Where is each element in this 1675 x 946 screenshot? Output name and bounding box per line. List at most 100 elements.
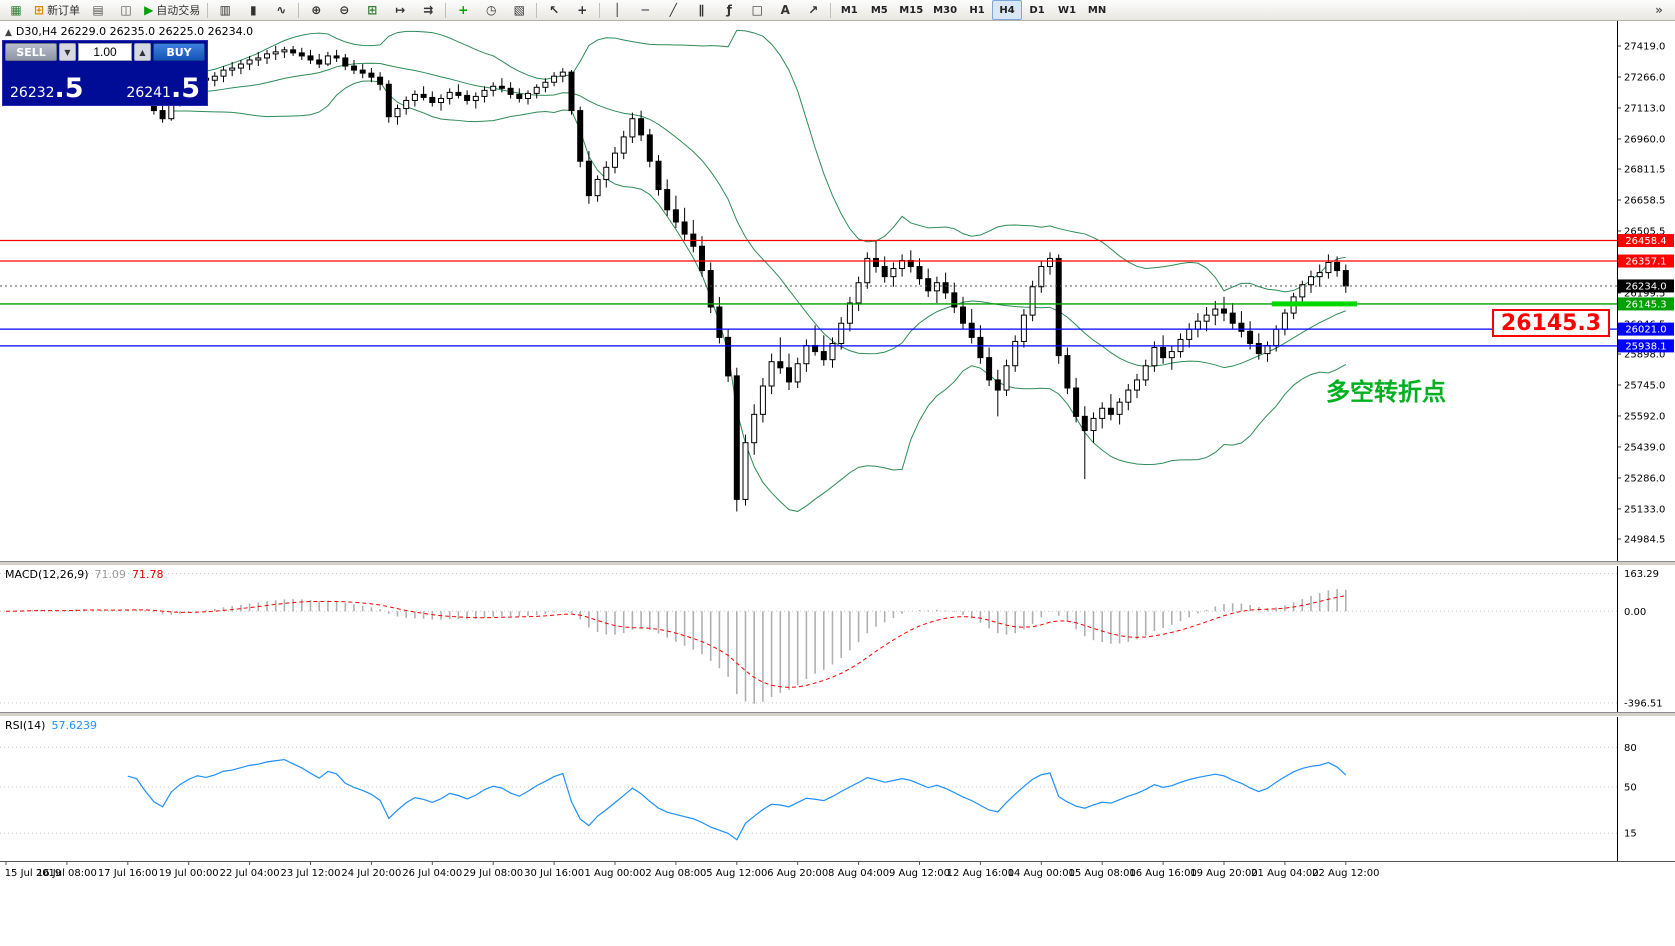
price-line-badge-text: 26021.0 bbox=[1625, 325, 1666, 336]
candle-body bbox=[881, 266, 888, 278]
splitter-macd[interactable] bbox=[0, 561, 1675, 566]
buy-button[interactable]: BUY bbox=[153, 43, 205, 61]
candle-body bbox=[159, 110, 166, 120]
rsi-panel[interactable]: 80 50 15 RSI(14) 57.6239 bbox=[0, 717, 1675, 861]
candlestick-button[interactable]: ▮ bbox=[239, 0, 267, 20]
vertical-line-button[interactable]: │ bbox=[603, 0, 631, 20]
line-icon: ∿ bbox=[276, 3, 287, 17]
shapes-button[interactable]: □ bbox=[743, 0, 771, 20]
price-axis-label: 25286.0 bbox=[1624, 473, 1665, 484]
trendline-button[interactable]: ╱ bbox=[659, 0, 687, 20]
auto-scroll-icon: ↦ bbox=[395, 3, 406, 17]
new-order-button-label: 新订单 bbox=[47, 4, 81, 17]
candle-body bbox=[1047, 257, 1053, 268]
turning-point-label[interactable]: 多空转折点 bbox=[1326, 378, 1446, 406]
candle-body bbox=[1081, 415, 1088, 432]
new-order-button[interactable]: ⊞ 新订单 bbox=[30, 0, 84, 20]
current-price-badge bbox=[1618, 279, 1674, 293]
candle-body bbox=[316, 59, 323, 65]
price-annotation-box[interactable]: 26145.3 bbox=[1492, 309, 1610, 337]
timeframe-h4[interactable]: H4 bbox=[992, 0, 1023, 20]
candle-body bbox=[1229, 312, 1236, 324]
time-axis-label: 5 Aug 12:00 bbox=[706, 868, 767, 879]
candle-body bbox=[890, 268, 897, 278]
rsi-name: RSI(14) bbox=[5, 719, 46, 732]
price-axis-label: 27419.0 bbox=[1624, 42, 1665, 53]
arrows-button[interactable]: ↗ bbox=[799, 0, 827, 20]
candle-body bbox=[1247, 330, 1254, 344]
timeframe-h1[interactable]: H1 bbox=[969, 4, 985, 16]
candle-body bbox=[281, 49, 288, 53]
price-axis-label: 27266.0 bbox=[1624, 72, 1665, 83]
chart-window-button[interactable]: ▦ bbox=[2, 0, 30, 20]
periods-button[interactable]: ◷ bbox=[477, 0, 505, 20]
candle-body bbox=[229, 67, 236, 71]
templates-button[interactable]: ▧ bbox=[505, 0, 533, 20]
timeframe-m5[interactable]: M5 bbox=[870, 4, 888, 16]
candle-body bbox=[420, 93, 427, 98]
rsi-canvas[interactable]: 80 50 15 bbox=[0, 717, 1675, 861]
timeframe-mn[interactable]: MN bbox=[1087, 4, 1107, 16]
zoom-out-button[interactable]: ⊖ bbox=[330, 0, 358, 20]
main-chart-canvas[interactable]: 27419.0 27266.0 27113.0 26960.0 26811.5 26658… bbox=[0, 21, 1675, 561]
candle-body bbox=[707, 270, 714, 308]
buy-price[interactable]: 26241.5 bbox=[126, 75, 200, 102]
candle-body bbox=[1116, 401, 1123, 415]
toolbar-more-button[interactable]: » bbox=[1645, 0, 1673, 20]
timeframe-m1[interactable]: M1 bbox=[840, 4, 858, 16]
time-axis-label: 23 Jul 12:00 bbox=[281, 868, 341, 879]
chart-profiles-button[interactable]: ▤ bbox=[84, 0, 112, 20]
volume-increase-button[interactable]: ▲ bbox=[134, 43, 151, 61]
timeframe-m15[interactable]: M15 bbox=[899, 4, 924, 16]
fibonacci-button[interactable]: ƒ bbox=[715, 0, 743, 20]
timeframe-d1[interactable]: D1 bbox=[1029, 4, 1045, 16]
volume-decrease-button[interactable]: ▼ bbox=[59, 43, 76, 61]
volume-input[interactable] bbox=[78, 43, 132, 61]
candle-body bbox=[803, 344, 810, 365]
horizontal-line-button[interactable]: ─ bbox=[631, 0, 659, 20]
macd-panel[interactable]: 163.29 0.00 -396.51 MACD(12,26,9) 71.09 71.7… bbox=[0, 566, 1675, 712]
crosshair-button[interactable]: + bbox=[568, 0, 596, 20]
main-chart-panel[interactable]: 27419.0 27266.0 27113.0 26960.0 26811.5 26658… bbox=[0, 21, 1675, 561]
auto-scroll-button[interactable]: ↦ bbox=[386, 0, 414, 20]
candle-body bbox=[1107, 407, 1114, 415]
candle-body bbox=[264, 53, 270, 59]
channel-button[interactable]: ∥ bbox=[687, 0, 715, 20]
candle-body bbox=[1334, 261, 1341, 272]
candle-body bbox=[1073, 387, 1080, 417]
line-chart-button[interactable]: ∿ bbox=[267, 0, 295, 20]
candle-body bbox=[629, 118, 636, 138]
zoom-in-button[interactable]: ⊕ bbox=[302, 0, 330, 20]
cursor-button[interactable]: ↖ bbox=[540, 0, 568, 20]
timeframe-w1[interactable]: W1 bbox=[1058, 4, 1077, 16]
indicators-button[interactable]: + bbox=[449, 0, 477, 20]
text-button[interactable]: A bbox=[771, 0, 799, 20]
price-line-badge bbox=[1618, 234, 1674, 248]
candle-body bbox=[211, 75, 218, 81]
time-axis-label: 15 Aug 08:00 bbox=[1068, 868, 1135, 879]
candle-body bbox=[1194, 320, 1201, 330]
chart-shift-button[interactable]: ⇉ bbox=[414, 0, 442, 20]
auto-trading-button[interactable]: ▶ 自动交易 bbox=[140, 0, 204, 20]
candle-body bbox=[725, 336, 732, 377]
macd-canvas[interactable]: 163.29 0.00 -396.51 bbox=[0, 566, 1675, 712]
splitter-rsi[interactable] bbox=[0, 712, 1675, 717]
time-axis-label: 16 Aug 16:00 bbox=[1129, 868, 1196, 879]
candle-body bbox=[1203, 314, 1210, 322]
time-axis-label: 9 Aug 12:00 bbox=[889, 868, 950, 879]
toolbar-separator bbox=[599, 2, 601, 18]
time-axis-label: 17 Jul 16:00 bbox=[98, 868, 158, 879]
timeframe-m30[interactable]: M30 bbox=[933, 4, 958, 16]
sell-price[interactable]: 26232.5 bbox=[10, 75, 84, 102]
candle-body bbox=[864, 257, 871, 284]
one-click-toggle-icon[interactable]: ▲ bbox=[5, 28, 12, 38]
candle-body bbox=[516, 93, 523, 99]
candle-body bbox=[446, 91, 453, 99]
time-axis[interactable]: 15 Jul 2019 16 Jul 08:00 17 Jul 16:00 19 Ju… bbox=[0, 861, 1675, 883]
bar-chart-button[interactable]: ▥ bbox=[211, 0, 239, 20]
tile-windows-button[interactable]: ⊞ bbox=[358, 0, 386, 20]
chart-title-text: D30,H4 26229.0 26235.0 26225.0 26234.0 bbox=[15, 25, 254, 38]
strategy-tester-button[interactable]: ◫ bbox=[112, 0, 140, 20]
sell-button[interactable]: SELL bbox=[5, 43, 57, 61]
candle-body bbox=[699, 245, 705, 272]
